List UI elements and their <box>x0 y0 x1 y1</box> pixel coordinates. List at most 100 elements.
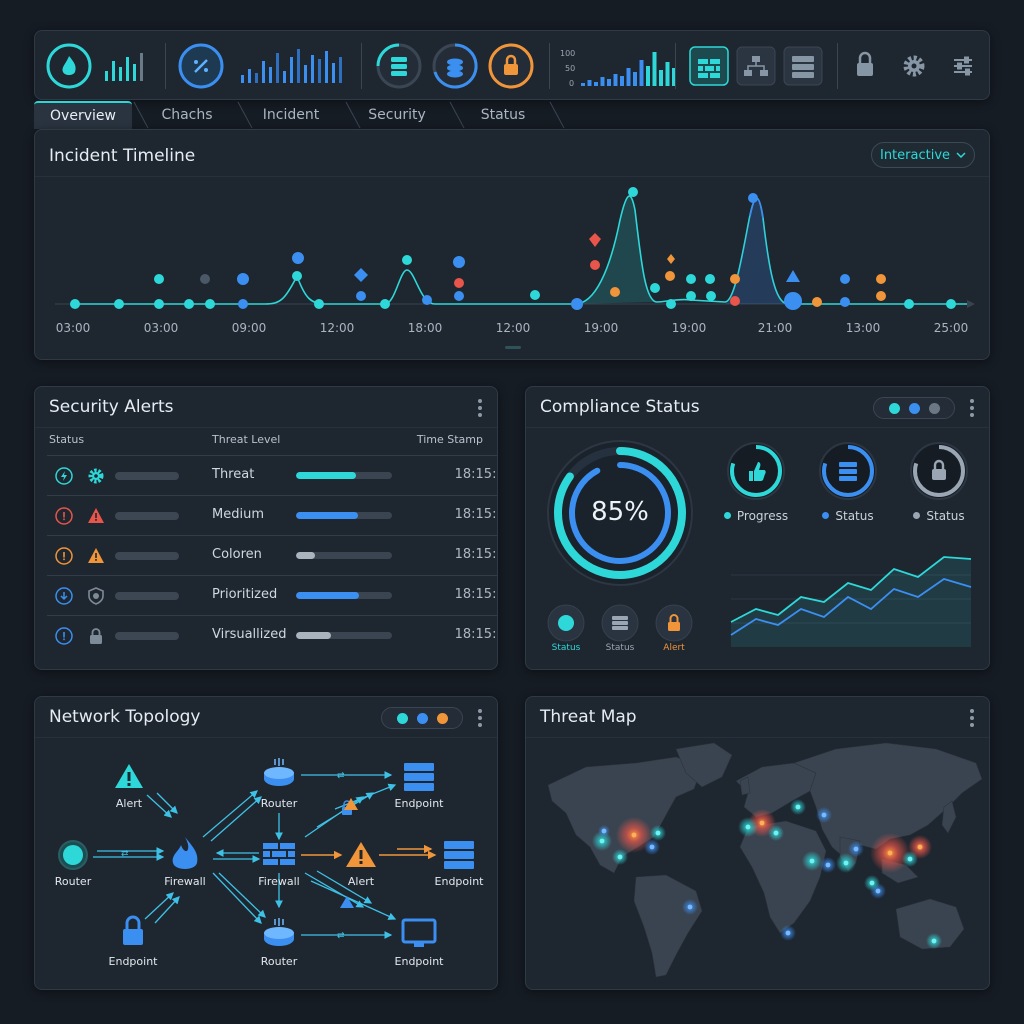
lock-ring-icon[interactable] <box>488 43 534 89</box>
threat-marker[interactable] <box>931 938 937 944</box>
timeline-event-point[interactable] <box>454 278 464 288</box>
compliance-ring-1[interactable]: Status <box>816 441 880 541</box>
timeline-triangle-marker[interactable] <box>786 270 800 282</box>
timeline-event-point[interactable] <box>840 274 850 284</box>
alert-row[interactable]: Coloren 18:15:45 <box>47 535 497 575</box>
timeline-event-point[interactable] <box>650 283 660 293</box>
timeline-event-point[interactable] <box>205 299 215 309</box>
threat-marker[interactable] <box>907 856 913 862</box>
threat-marker[interactable] <box>599 838 605 844</box>
compliance-ring-0[interactable]: Progress <box>723 441 788 541</box>
threat-marker[interactable] <box>649 844 655 850</box>
timeline-event-point[interactable] <box>314 299 324 309</box>
threat-marker[interactable] <box>875 888 881 894</box>
timeline-event-point[interactable] <box>686 274 696 284</box>
threat-marker[interactable] <box>825 862 831 868</box>
timeline-event-point[interactable] <box>666 299 676 309</box>
threat-marker[interactable] <box>785 930 791 936</box>
threat-marker[interactable] <box>853 846 859 852</box>
alerts-more-icon[interactable] <box>477 399 483 417</box>
interactive-dropdown[interactable]: Interactive <box>871 142 975 168</box>
flame-ring-icon[interactable] <box>46 43 92 89</box>
timeline-diamond-marker[interactable] <box>354 268 368 282</box>
timeline-event-point[interactable] <box>784 292 802 310</box>
timeline-event-point[interactable] <box>812 297 822 307</box>
threat-marker[interactable] <box>821 812 827 818</box>
timeline-event-point[interactable] <box>946 299 956 309</box>
gear-icon[interactable] <box>903 55 925 77</box>
alert-node-icon[interactable] <box>115 764 143 788</box>
threat-marker[interactable] <box>759 820 765 826</box>
timeline-event-point[interactable] <box>454 291 464 301</box>
timeline-event-point[interactable] <box>590 260 600 270</box>
network-icon[interactable] <box>736 46 776 86</box>
timeline-event-point[interactable] <box>402 255 412 265</box>
threat-marker[interactable] <box>655 830 661 836</box>
timeline-event-point[interactable] <box>238 299 248 309</box>
sliders-icon[interactable] <box>954 56 972 76</box>
tab-status[interactable]: Status <box>480 107 526 123</box>
timeline-event-point[interactable] <box>114 299 124 309</box>
brick-wall-icon[interactable] <box>263 843 295 865</box>
topology-more-icon[interactable] <box>477 709 483 727</box>
timeline-event-point[interactable] <box>571 298 583 310</box>
timeline-event-point[interactable] <box>356 291 366 301</box>
topology-diagram[interactable]: ⇄ ⇄ ⇄ Alert Router Firewall Endpoint Router Fir… <box>35 697 498 990</box>
timeline-event-point[interactable] <box>237 273 249 285</box>
alert-row[interactable]: Medium 18:15:37 <box>47 495 497 535</box>
router-node-icon[interactable] <box>58 840 88 870</box>
timeline-event-point[interactable] <box>184 299 194 309</box>
alert-row[interactable]: Prioritized 18:15:45 <box>47 575 497 615</box>
threat-marker[interactable] <box>809 858 815 864</box>
stack-ring-icon[interactable] <box>432 43 478 89</box>
timeline-event-point[interactable] <box>453 256 465 268</box>
threat-marker[interactable] <box>843 860 849 866</box>
alert-row[interactable]: Virsuallized 18:15:45 <box>47 615 497 655</box>
timeline-event-point[interactable] <box>730 296 740 306</box>
alert-row[interactable]: Threat 18:15:37 <box>47 455 497 495</box>
timeline-event-point[interactable] <box>876 274 886 284</box>
compass-ring-icon[interactable] <box>178 43 224 89</box>
timeline-event-point[interactable] <box>665 271 675 281</box>
timeline-event-point[interactable] <box>154 274 164 284</box>
compliance-small-2[interactable]: Alert <box>654 603 694 657</box>
endpoint-server-mid-icon[interactable] <box>444 841 474 869</box>
timeline-event-point[interactable] <box>686 291 696 301</box>
tab-overview[interactable]: Overview <box>34 101 132 129</box>
router-bottom-icon[interactable] <box>264 918 294 946</box>
threat-marker[interactable] <box>869 880 875 886</box>
lock-icon[interactable] <box>857 51 873 76</box>
threat-marker[interactable] <box>601 828 607 834</box>
compliance-small-1[interactable]: Status <box>600 603 640 657</box>
threat-markers[interactable] <box>592 799 942 949</box>
threat-marker[interactable] <box>887 850 893 856</box>
compliance-ring-2[interactable]: Status <box>907 441 971 541</box>
timeline-small-diamond[interactable] <box>667 254 675 264</box>
threat-marker[interactable] <box>631 832 637 838</box>
endpoint-monitor-icon[interactable] <box>401 918 437 947</box>
timeline-event-point[interactable] <box>200 274 210 284</box>
compliance-view-toggle[interactable] <box>873 397 955 419</box>
timeline-event-point[interactable] <box>904 299 914 309</box>
firewall-icon[interactable] <box>689 46 729 86</box>
threat-marker[interactable] <box>773 830 779 836</box>
timeline-event-point[interactable] <box>380 299 390 309</box>
timeline-event-point[interactable] <box>422 295 432 305</box>
flame-icon[interactable] <box>172 837 198 869</box>
server-icon[interactable] <box>783 46 823 86</box>
router-top-icon[interactable] <box>264 758 294 786</box>
timeline-event-point[interactable] <box>610 287 620 297</box>
timeline-event-point[interactable] <box>292 271 302 281</box>
world-map[interactable] <box>526 697 990 990</box>
alert-warning-icon[interactable] <box>346 842 376 867</box>
timeline-event-point[interactable] <box>730 274 740 284</box>
timeline-event-point[interactable] <box>292 252 304 264</box>
timeline-pin-marker[interactable] <box>589 233 601 247</box>
compliance-small-0[interactable]: Status <box>546 603 586 657</box>
tab-incident[interactable]: Incident <box>262 107 320 123</box>
database-ring-icon[interactable] <box>376 43 422 89</box>
timeline-event-point[interactable] <box>876 291 886 301</box>
timeline-event-point[interactable] <box>748 193 758 203</box>
timeline-event-point[interactable] <box>530 290 540 300</box>
threat-map-more-icon[interactable] <box>969 709 975 727</box>
